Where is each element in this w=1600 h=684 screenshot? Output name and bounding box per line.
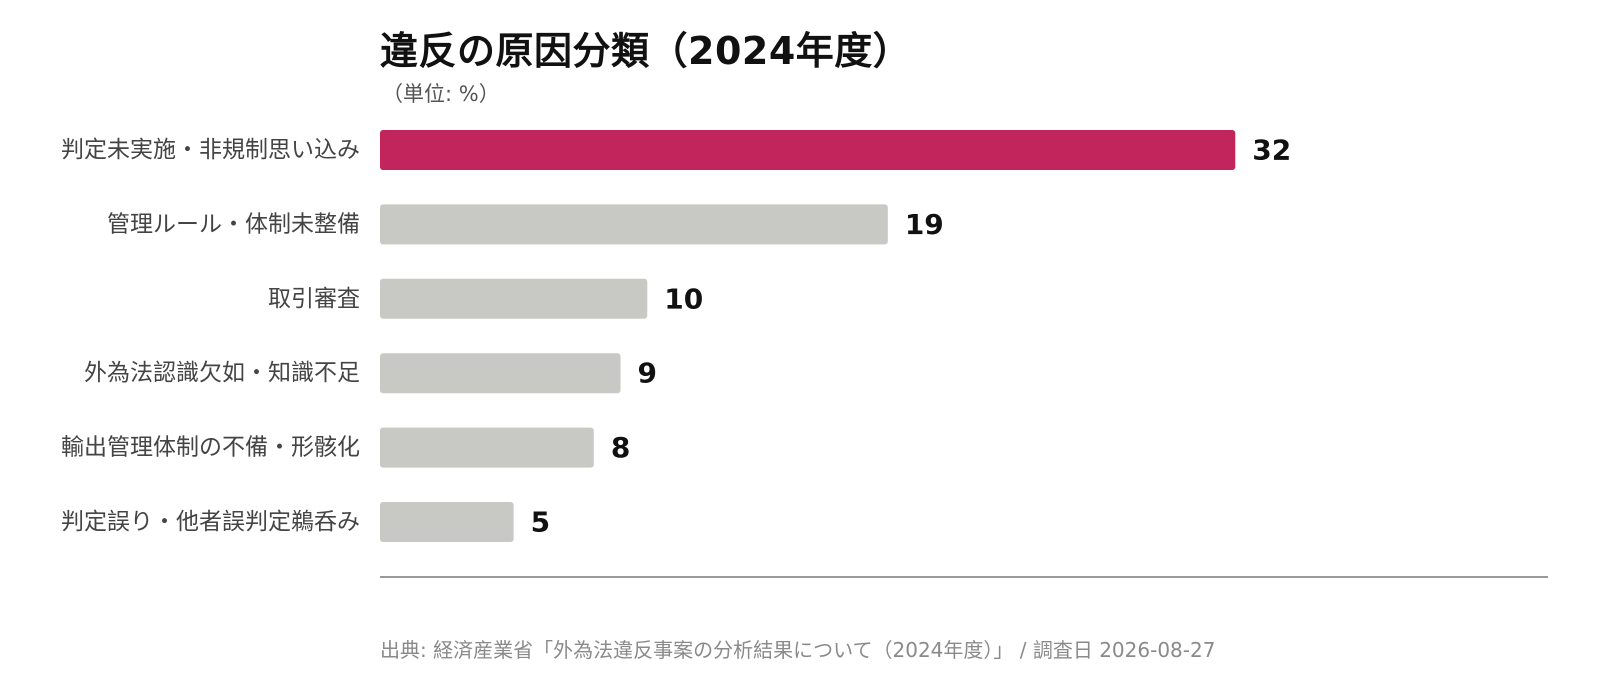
value-label: 19 [905,208,944,241]
value-label: 9 [638,357,657,390]
category-label: 判定誤り・他者誤判定鵜呑み [61,509,360,535]
chart-title: 違反の原因分類（2024年度） [380,29,912,73]
category-label: 輸出管理体制の不備・形骸化 [61,435,360,461]
bar-4 [380,353,621,394]
category-label: 判定未実施・非規制思い込み [61,137,360,163]
value-label: 32 [1252,134,1291,167]
bar-1 [380,130,1236,170]
value-label: 5 [531,506,550,539]
source-note: 出典: 経済産業省「外為法違反事案の分析結果について（2024年度）」 / 調査… [380,638,1216,662]
chart-unit-label: （単位: %） [382,82,500,106]
bar-2 [380,204,888,245]
category-label: 取引審査 [268,286,360,312]
bar-6 [380,502,514,542]
bar-3 [380,278,648,319]
category-label: 外為法認識欠如・知識不足 [84,360,360,386]
value-label: 8 [611,431,630,464]
bar-5 [380,427,594,468]
category-label: 管理ルール・体制未整備 [107,211,360,237]
value-label: 10 [664,282,703,315]
